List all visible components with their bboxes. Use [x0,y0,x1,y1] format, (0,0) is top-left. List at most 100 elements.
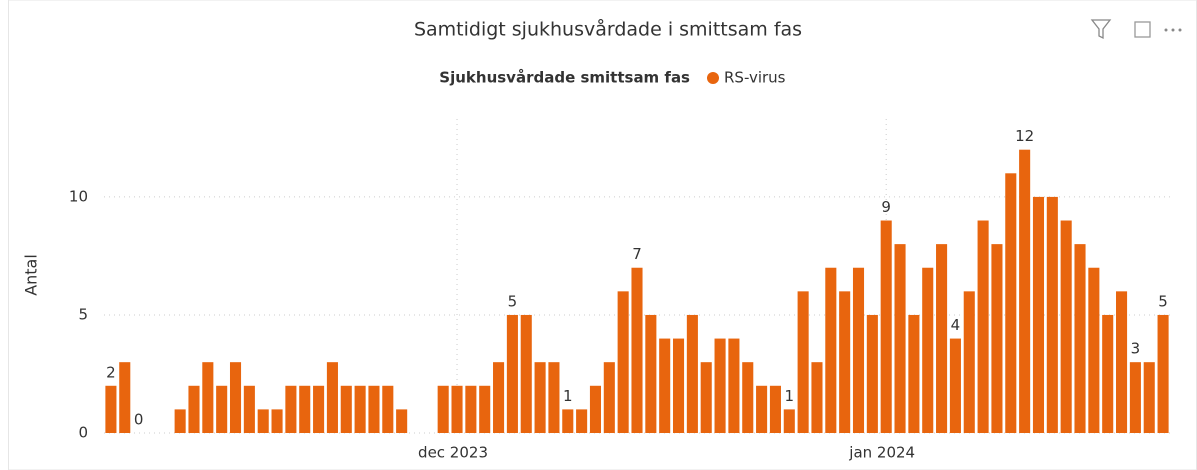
bar [396,409,408,433]
filter-icon[interactable] [1090,19,1112,40]
bar [894,244,906,433]
bar [340,385,352,433]
bar [437,385,449,433]
bar [659,338,671,433]
data-label: 5 [508,292,518,310]
bar [1116,291,1128,433]
bar [825,267,837,433]
bar [742,362,754,433]
bar [188,385,200,433]
y-tick-label: 10 [69,187,88,205]
bar [1046,196,1058,433]
bar [506,314,518,433]
bar [672,338,685,433]
bar [852,267,865,433]
bar [299,385,311,433]
bar [949,338,961,433]
bar [562,409,574,433]
bar [257,409,269,433]
data-label: 5 [1158,292,1168,310]
bar [326,362,338,433]
bar [631,267,643,433]
x-tick-label: dec 2023 [418,444,488,462]
bar [880,220,892,433]
bar [1088,267,1100,433]
data-label: 12 [1015,127,1034,145]
bar [119,362,131,433]
bar [1019,149,1031,434]
bar [1032,196,1045,433]
bar [686,314,698,433]
bar [534,362,546,433]
bar [1005,173,1017,433]
bar [756,385,768,433]
data-label: 3 [1131,340,1141,358]
bar [1074,244,1086,433]
y-axis-label: Antal [22,254,41,296]
bar [645,314,657,433]
bar [479,385,491,433]
data-label: 9 [881,198,891,216]
bar [589,385,602,433]
bar [728,338,740,433]
bar [811,362,823,433]
bar [714,338,726,433]
bar [216,385,228,433]
bar [1102,314,1114,433]
bar [603,362,615,433]
dot [1164,28,1168,32]
bar [520,314,532,433]
bar [922,267,934,433]
bar [174,409,186,433]
bar [493,362,505,433]
bar [769,385,781,433]
bar [576,409,588,433]
data-label: 0 [134,411,144,429]
bar [465,385,477,433]
bar [1143,362,1155,433]
bar [202,362,214,433]
bar [700,362,712,433]
bar [963,291,975,433]
data-label: 1 [563,387,573,405]
filter-shape [1090,19,1112,40]
chart-title: Samtidigt sjukhusvårdade i smittsam fas [414,18,802,41]
legend-title: Sjukhusvårdade smittsam fas [439,69,690,87]
bar [271,409,283,433]
bar [451,385,463,433]
more-icon[interactable] [1164,28,1182,32]
bar [936,244,948,433]
data-label: 7 [632,245,642,263]
x-tick-label: jan 2024 [848,444,915,462]
y-tick-label: 0 [78,424,88,442]
bar [354,385,366,433]
dot [1178,28,1182,32]
bar [1157,314,1169,433]
bar [105,385,117,433]
legend-label: RS-virus [724,69,786,87]
dot [1171,28,1175,32]
focus-icon[interactable] [1134,21,1151,38]
bar [368,385,380,433]
bar [908,314,920,433]
bar [991,244,1003,433]
bar [839,291,851,433]
bar [977,220,989,433]
bar [229,362,242,433]
bar [617,291,629,433]
data-label: 4 [951,316,961,334]
bar [548,362,560,433]
bar [1060,220,1072,433]
bar [1129,362,1141,433]
data-label: 1 [785,387,795,405]
bar [783,409,795,433]
legend-swatch [707,72,719,84]
bar [313,385,325,433]
focus-shape [1134,21,1151,38]
bar [243,385,255,433]
bar [382,385,394,433]
y-tick-label: 5 [78,305,88,323]
data-label: 2 [106,363,116,381]
bar [285,385,297,433]
